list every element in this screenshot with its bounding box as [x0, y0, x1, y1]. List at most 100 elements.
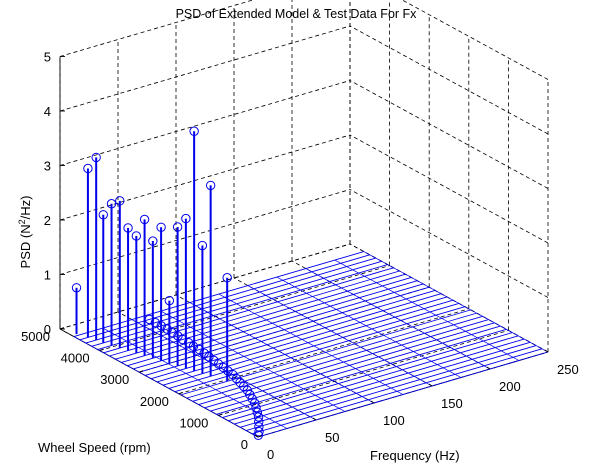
z-axis-label-end: /Hz) [18, 196, 33, 220]
stem-marker [222, 273, 232, 283]
model-marker [173, 331, 183, 341]
stem-marker [71, 283, 82, 293]
grid-line [401, 0, 549, 80]
stem-marker [172, 222, 183, 232]
grid-line [99, 265, 390, 351]
model-marker [209, 355, 219, 366]
x-tick [254, 434, 259, 438]
x-tick [370, 400, 375, 404]
z-axis-label: PSD (N2/Hz) [17, 196, 33, 269]
grid-line [59, 80, 351, 166]
stem-marker [98, 210, 108, 220]
model-marker [250, 398, 260, 408]
model-marker [178, 334, 188, 345]
model-marker [150, 317, 161, 328]
y-tick [218, 413, 223, 416]
grid-line [59, 134, 351, 221]
y-tick-label: 0 [241, 437, 248, 452]
grid-line [59, 189, 351, 275]
model-marker [188, 341, 199, 352]
y-tick-label: 2000 [140, 394, 169, 409]
y-tick [139, 370, 144, 373]
grid-line [218, 330, 509, 416]
z-tick-label: 4 [44, 104, 51, 119]
grid-line [349, 25, 549, 135]
x-tick-label: 250 [557, 362, 579, 377]
stem-marker [156, 222, 166, 232]
x-tick [544, 349, 549, 353]
x-tick-label: 50 [325, 430, 339, 445]
stem-marker [197, 240, 208, 251]
x-tick [312, 417, 317, 421]
stem-marker [164, 295, 175, 306]
mesh-column-line [160, 310, 346, 412]
model-marker [162, 324, 172, 334]
model-marker [253, 412, 264, 422]
stem-marker [139, 214, 150, 225]
y-tick [59, 327, 65, 330]
z-axis-label-sup: 2 [17, 219, 27, 224]
mesh-column-line [305, 268, 491, 370]
z-tick-label: 3 [44, 159, 51, 174]
mesh-column-line [189, 302, 375, 404]
model-marker [251, 403, 261, 413]
chart-title: PSD of Extended Model & Test Data For Fx [176, 7, 418, 21]
stem-marker [123, 223, 133, 233]
model-marker [194, 344, 205, 355]
stem-marker [115, 196, 125, 206]
grid-line [59, 243, 351, 330]
model-markers [144, 314, 264, 440]
z-tick-label: 1 [44, 268, 51, 283]
grid-line [349, 80, 549, 189]
z-tick-label: 0 [44, 322, 51, 337]
model-marker [223, 366, 233, 376]
x-axis-label: Frequency (Hz) [370, 448, 460, 463]
model-marker [204, 352, 214, 362]
grid-line [349, 189, 549, 298]
model-marker [252, 407, 262, 417]
model-marker [144, 314, 155, 325]
grid-line [59, 25, 351, 112]
model-marker [156, 321, 166, 331]
stem-marker [106, 199, 117, 209]
grid-line [349, 134, 549, 244]
tick-labels: 0123450100020003000400050000501001502002… [21, 50, 579, 463]
mesh-column-line [363, 251, 549, 353]
y-tick [257, 435, 263, 438]
y-tick [99, 348, 104, 352]
y-axis-label: Wheel Speed (rpm) [38, 440, 151, 455]
model-marker [183, 338, 194, 348]
model-marker [254, 427, 264, 437]
y-tick-label: 4000 [61, 351, 90, 366]
x-tick-label: 100 [383, 413, 405, 428]
model-marker [218, 362, 228, 373]
x-tick-label: 200 [499, 379, 521, 394]
model-marker [167, 328, 177, 338]
mesh-column-line [276, 276, 462, 378]
model-marker [254, 417, 264, 427]
model-marker [253, 430, 264, 440]
y-tick [178, 391, 183, 395]
model-marker [213, 359, 224, 369]
y-tick-label: 5000 [21, 329, 50, 344]
mesh-column-line [247, 285, 433, 387]
x-tick [486, 366, 491, 370]
z-tick-label: 2 [44, 213, 51, 228]
y-tick-label: 3000 [100, 372, 129, 387]
z-axis-label-main: PSD (N [18, 224, 33, 268]
mesh-column-line [73, 336, 259, 438]
mesh-column-line [218, 293, 404, 395]
stem-marker [91, 152, 101, 163]
mesh-column-line [334, 259, 520, 361]
stem-marker [205, 180, 216, 191]
model-marker [199, 348, 209, 358]
stem-marker [83, 163, 93, 174]
x-tick-label: 150 [441, 396, 463, 411]
x-tick-label: 0 [267, 447, 274, 462]
grid-line [59, 0, 255, 57]
y-tick-label: 1000 [179, 415, 208, 430]
stem-marker [181, 213, 191, 224]
stem-marker [131, 231, 142, 241]
